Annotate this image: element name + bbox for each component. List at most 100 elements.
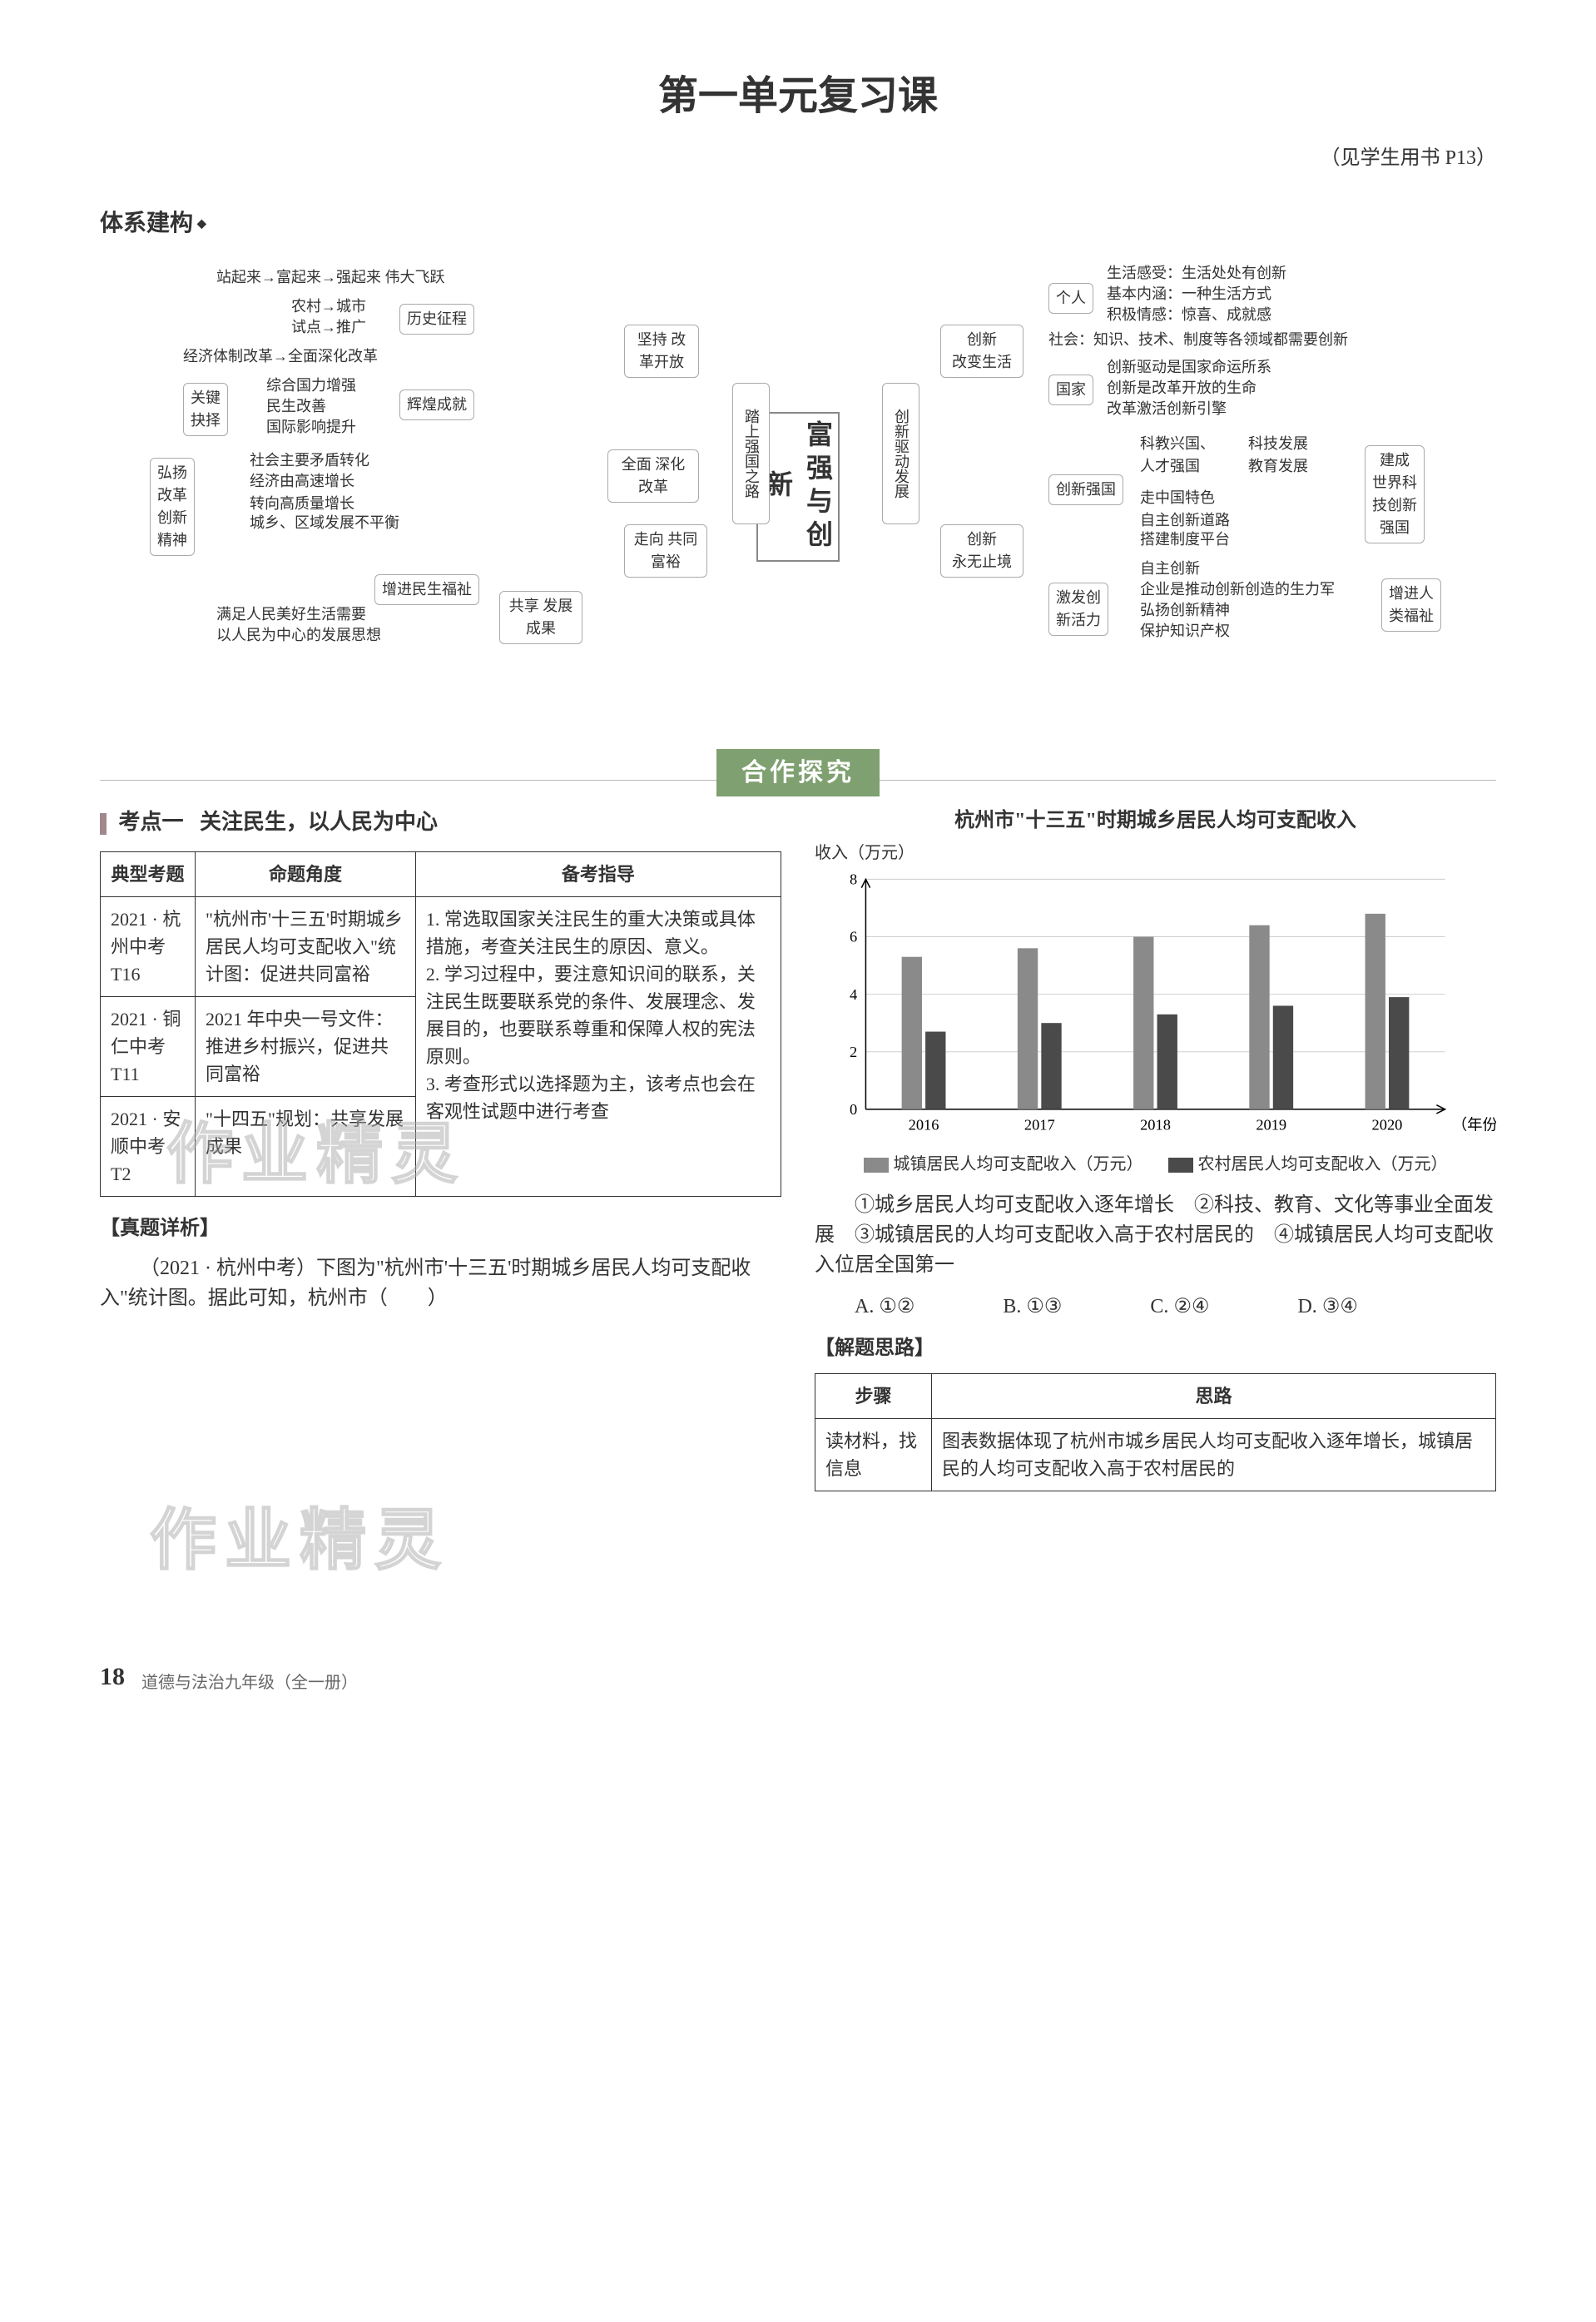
mindmap-text: 保护知识产权 [1140,620,1230,643]
mindmap-text: 城乡、区域发展不平衡 [250,512,399,534]
table-cell: "杭州市'十三五'时期城乡居民人均可支配收入"统计图：促进共同富裕 [196,897,416,997]
mindmap-text: 改革激活创新引擎 [1107,398,1227,420]
mindmap-text: 试点→推广 [291,316,366,339]
mindmap-node: 激发创 新活力 [1048,583,1108,636]
legend-rural: 农村居民人均可支配收入（万元） [1198,1155,1448,1173]
mindmap-text: 创新是改革开放的生命 [1107,377,1256,399]
coop-banner: 合作探究 [100,749,1496,781]
coop-label: 合作探究 [716,749,880,796]
mindmap-node: 创新驱动发展 [882,383,919,524]
mindmap-text: 弘扬创新精神 [1140,599,1230,622]
footer-text: 道德与法治九年级（全一册） [141,1670,358,1695]
table-cell: 2021 年中央一号文件：推进乡村振兴，促进共同富裕 [196,997,416,1097]
mindmap-text: 科教兴国、 人才强国 [1140,433,1215,478]
table-cell: 2021 · 铜仁中考 T11 [101,997,196,1097]
mindmap-text: 创新驱动是国家命运所系 [1107,356,1271,379]
legend-urban: 城镇居民人均可支配收入（万元） [894,1155,1143,1173]
table-cell: 1. 常选取国家关注民生的重大决策或具体措施，考查关注民生的原因、意义。 2. … [415,897,781,1197]
kaopoint1-header: 考点一 关注民生，以人民为中心 [100,806,781,838]
mindmap-node: 历史征程 [399,304,474,335]
silu-label: 【解题思路】 [815,1333,1496,1363]
mindmap-text: 搭建制度平台 [1140,528,1230,551]
mindmap-text: 经济由高速增长 转向高质量增长 [250,470,354,515]
table-header: 步骤 [815,1374,932,1419]
mindmap-text: 站起来→富起来→强起来 伟大飞跃 [216,266,445,289]
mindmap-text: 社会主要矛盾转化 [250,449,369,472]
mindmap-node: 创新强国 [1048,474,1123,505]
mindmap-text: 企业是推动创新创造的生力军 [1140,578,1335,601]
choices-text: ①城乡居民人均可支配收入逐年增长 ②科技、教育、文化等事业全面发展 ③城镇居民的… [815,1190,1496,1280]
svg-text:2: 2 [850,1044,857,1060]
option-c-text: ②④ [1173,1296,1209,1317]
mindmap-node: 坚持 改革开放 [624,325,699,378]
option-b-text: ①③ [1026,1296,1062,1317]
mindmap-node: 创新 永无止境 [940,524,1024,578]
zhenti-label: 【真题详析】 [100,1213,781,1243]
mindmap-diagram: 富强与创新 坚持 改革开放 踏上强国之路 全面 深化改革 走向 共同富裕 共享 … [100,258,1496,716]
mindmap-node: 共享 发展成果 [499,591,582,644]
chart-legend: 城镇居民人均可支配收入（万元） 农村居民人均可支配收入（万元） [815,1152,1496,1177]
zhenti-text: （2021 · 杭州中考）下图为"杭州市'十三五'时期城乡居民人均可支配收入"统… [100,1253,781,1313]
mindmap-node: 弘扬 改革 创新 精神 [150,458,195,556]
mindmap-text: 综合国力增强 [266,375,356,397]
mindmap-text: 社会：知识、技术、制度等各领域都需要创新 [1048,329,1348,351]
mindmap-text: 经济体制改革→全面深化改革 [183,345,378,368]
table-cell: 读材料，找信息 [815,1419,932,1491]
table-cell: 2021 · 杭州中考 T16 [101,897,196,997]
svg-text:2018: 2018 [1140,1116,1171,1133]
svg-text:2020: 2020 [1372,1116,1403,1133]
mindmap-node: 增进人 类福祉 [1381,578,1441,632]
mindmap-text: 国际影响提升 [266,416,356,439]
mindmap-node: 走向 共同富裕 [624,524,707,578]
chart-title: 杭州市"十三五"时期城乡居民人均可支配收入 [815,806,1496,836]
mindmap-node: 增进民生福祉 [374,574,479,605]
kaopoint1-table: 典型考题 命题角度 备考指导 2021 · 杭州中考 T16 "杭州市'十三五'… [100,851,781,1197]
mindmap-text: 生活感受：生活处处有创新 [1107,262,1286,285]
svg-text:0: 0 [850,1101,857,1118]
mindmap-node: 创新 改变生活 [940,325,1024,378]
mindmap-text: 科技发展 教育发展 [1248,433,1308,478]
svg-text:（年份）: （年份） [1452,1116,1496,1133]
mindmap-text: 自主创新 [1140,558,1200,580]
mindmap-node: 建成 世界科 技创新 强国 [1365,445,1425,543]
mindmap-node: 踏上强国之路 [732,383,770,524]
chart-ylabel: 收入（万元） [815,841,1496,866]
watermark: 作业精灵 [150,1491,449,1591]
svg-text:6: 6 [850,929,857,945]
option-d: D. ③④ [1297,1296,1399,1317]
svg-text:2017: 2017 [1024,1116,1055,1133]
table-header: 命题角度 [196,852,416,897]
option-a-text: ①② [879,1296,914,1317]
mindmap-node: 个人 [1048,283,1093,314]
svg-text:8: 8 [850,871,857,888]
svg-text:2019: 2019 [1256,1116,1286,1133]
mindmap-node: 全面 深化改革 [607,449,699,503]
mindmap-text: 以人民为中心的发展思想 [216,624,381,647]
kaopoint1-tag: 考点一 [119,810,184,834]
step-table: 步骤 思路 读材料，找信息 图表数据体现了杭州市城乡居民人均可支配收入逐年增长，… [815,1373,1496,1491]
option-c: C. ②④ [1150,1296,1251,1317]
mindmap-text: 农村→城市 [291,295,366,318]
option-d-text: ③④ [1322,1296,1358,1317]
option-b: B. ①③ [1003,1296,1103,1317]
table-header: 备考指导 [415,852,781,897]
mindmap-node: 辉煌成就 [399,389,474,420]
table-header: 典型考题 [101,852,196,897]
svg-text:4: 4 [850,986,857,1003]
table-header: 思路 [932,1374,1496,1419]
table-cell: 2021 · 安顺中考 T2 [101,1097,196,1197]
mindmap-text: 积极情感：惊喜、成就感 [1107,304,1271,326]
sub-reference: （见学生用书 P13） [100,143,1496,173]
system-section-header: 体系建构 [100,206,1496,241]
page-footer: 18 道德与法治九年级（全一册） [100,1658,1496,1695]
mindmap-node: 国家 [1048,375,1093,405]
mindmap-text: 走中国特色 自主创新道路 [1140,487,1230,532]
table-cell: 图表数据体现了杭州市城乡居民人均可支配收入逐年增长，城镇居民的人均可支配收入高于… [932,1419,1496,1491]
option-a: A. ①② [855,1296,956,1317]
mindmap-node: 关键 抉择 [183,383,228,436]
page-title: 第一单元复习课 [100,67,1496,127]
bar-chart: 0 2 4 6 8 2016 2017 2018 2019 2020 （年份） [815,866,1496,1149]
mindmap-text: 满足人民美好生活需要 [216,603,366,626]
mindmap-text: 民生改善 [266,395,326,418]
svg-text:2016: 2016 [909,1116,939,1133]
